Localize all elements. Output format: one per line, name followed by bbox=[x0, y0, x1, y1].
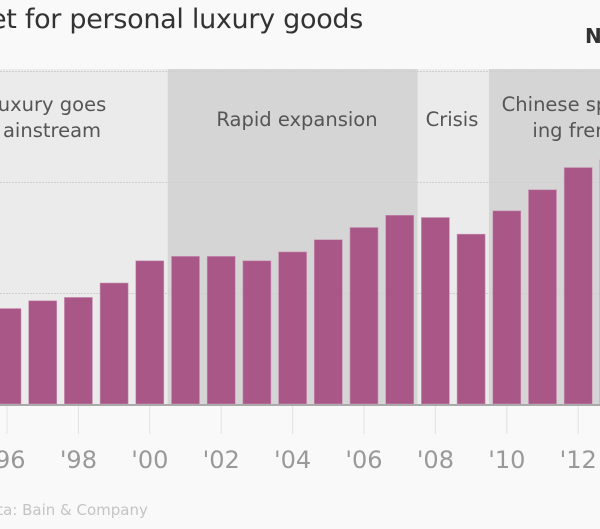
bar-2005 bbox=[313, 239, 343, 405]
tick-label: '00 bbox=[131, 446, 168, 474]
bar-2003 bbox=[242, 260, 272, 405]
source-note: ata: Bain & Company bbox=[0, 501, 148, 519]
corner-label: N bbox=[585, 24, 600, 48]
tick-label: '06 bbox=[345, 446, 382, 474]
tick-label: '98 bbox=[60, 446, 97, 474]
tick-label: '96 bbox=[0, 446, 26, 474]
period-label: ing fren bbox=[532, 119, 600, 142]
bar-1997 bbox=[28, 300, 58, 405]
tick-label: '10 bbox=[488, 446, 525, 474]
bar-1996 bbox=[0, 308, 22, 405]
bar-2012 bbox=[563, 167, 593, 405]
tick-label: '08 bbox=[417, 446, 454, 474]
period-label: Crisis bbox=[426, 108, 479, 131]
tick-label: '04 bbox=[274, 446, 311, 474]
period-label: uxury goes bbox=[0, 93, 106, 116]
bar-2007 bbox=[385, 215, 415, 405]
bar-2002 bbox=[206, 256, 236, 405]
period-label: Rapid expansion bbox=[216, 108, 377, 131]
tick-label: '12 bbox=[560, 446, 597, 474]
period-label: Chinese sp bbox=[502, 93, 600, 116]
bar-2004 bbox=[278, 251, 307, 405]
period-labels: uxury goes ainstream Rapid expansion Crisis… bbox=[0, 93, 600, 142]
bar-1999 bbox=[99, 282, 129, 405]
bar-2000 bbox=[135, 260, 165, 405]
bar-2008 bbox=[421, 217, 450, 405]
x-axis: '96 '98 '00 '02 '04 '06 '08 '10 '12 bbox=[0, 404, 600, 474]
bar-2009 bbox=[456, 233, 486, 405]
bar-1998 bbox=[64, 297, 93, 405]
bar-2001 bbox=[171, 256, 200, 405]
bar-2010 bbox=[492, 210, 522, 405]
chart-title: et for personal luxury goods bbox=[0, 4, 364, 35]
period-label: ainstream bbox=[3, 119, 101, 142]
bars bbox=[0, 159, 600, 405]
tick-label: '02 bbox=[203, 446, 240, 474]
bar-2006 bbox=[349, 227, 379, 405]
bar-2011 bbox=[528, 189, 557, 405]
